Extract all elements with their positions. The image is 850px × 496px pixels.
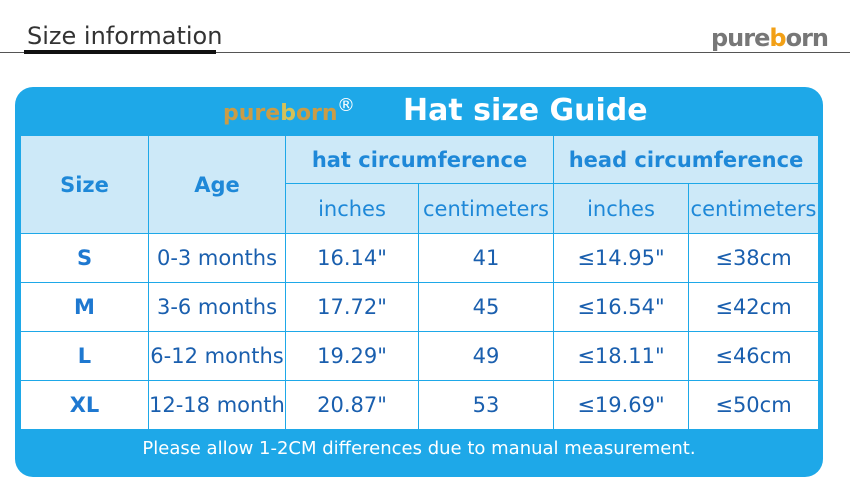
header-cell: inches <box>285 183 419 234</box>
table-cell: ≤38cm <box>687 233 820 283</box>
table-cell: 49 <box>418 331 554 381</box>
table-cell: M <box>20 282 149 332</box>
logo-text: pure <box>223 101 281 126</box>
registered-mark: ® <box>337 95 355 116</box>
table-cell: ≤46cm <box>687 331 820 381</box>
logo-mark: b <box>769 24 786 52</box>
table-cell: 12-18 months <box>148 380 286 430</box>
table-row: S 0-3 months 16.14" 41 ≤14.95" ≤38cm <box>20 233 820 283</box>
table-cell: 53 <box>418 380 554 430</box>
brand-logo: pureborn <box>711 24 829 52</box>
header-cell: inches <box>553 183 689 234</box>
table-cell: XL <box>20 380 149 430</box>
logo-text: pure <box>711 24 770 52</box>
table-row: M 3-6 months 17.72" 45 ≤16.54" ≤42cm <box>20 282 820 332</box>
header-cell: Age <box>148 135 286 234</box>
table-cell: 17.72" <box>285 282 419 332</box>
table-cell: 45 <box>418 282 554 332</box>
card-title: Hat size Guide <box>403 93 648 128</box>
size-card: pureborn ® Hat size Guide Size Age hat cir… <box>15 87 823 477</box>
table-cell: 41 <box>418 233 554 283</box>
table-cell: S <box>20 233 149 283</box>
table-cell: 16.14" <box>285 233 419 283</box>
table-cell: 3-6 months <box>148 282 286 332</box>
header-cell: Size <box>20 135 149 234</box>
title-underline <box>24 50 216 54</box>
table-cell: ≤18.11" <box>553 331 689 381</box>
size-table: Size Age hat circumference head circumferen… <box>20 135 820 430</box>
page-title: Size information <box>27 22 223 50</box>
table-cell: 20.87" <box>285 380 419 430</box>
header-cell: hat circumference <box>285 135 554 184</box>
header-cell: head circumference <box>552 135 820 184</box>
table-cell: 6-12 months <box>148 331 286 381</box>
table-cell: ≤50cm <box>687 380 820 430</box>
logo-mark: b <box>280 101 296 126</box>
divider <box>0 52 850 53</box>
logo-text: orn <box>785 24 829 52</box>
table-cell: ≤42cm <box>687 282 820 332</box>
table-row: L 6-12 months 19.29" 49 ≤18.11" ≤46cm <box>20 331 820 381</box>
table-cell: ≤16.54" <box>553 282 689 332</box>
table-cell: 19.29" <box>285 331 419 381</box>
header-cell: centimeters <box>687 183 820 234</box>
table-row: XL 12-18 months 20.87" 53 ≤19.69" ≤50cm <box>20 380 820 430</box>
table-cell: L <box>20 331 149 381</box>
header-cell: centimeters <box>418 183 554 234</box>
logo-text: orn <box>295 101 338 126</box>
table-cell: ≤14.95" <box>553 233 689 283</box>
card-logo: pureborn <box>223 101 338 126</box>
table-cell: ≤19.69" <box>553 380 689 430</box>
footer-note: Please allow 1-2CM differences due to ma… <box>142 438 696 459</box>
table-cell: 0-3 months <box>148 233 286 283</box>
